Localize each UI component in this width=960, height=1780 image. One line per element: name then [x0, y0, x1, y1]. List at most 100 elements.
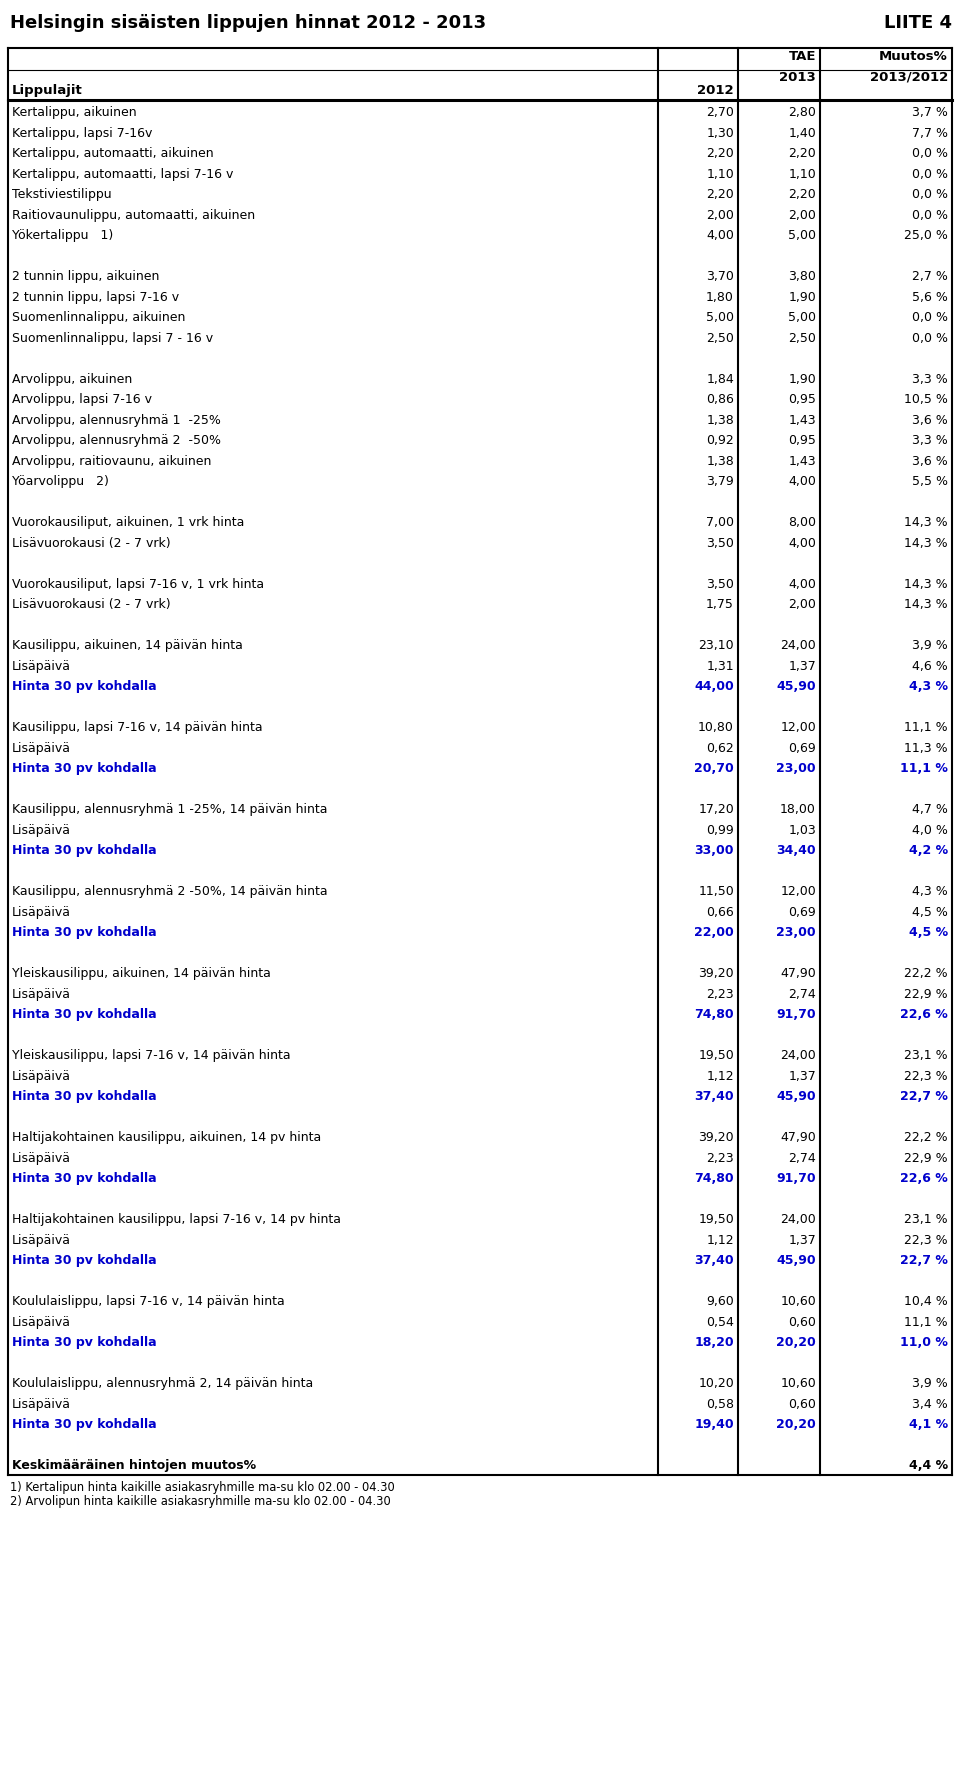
- Text: Koululaislippu, alennusryhmä 2, 14 päivän hinta: Koululaislippu, alennusryhmä 2, 14 päivä…: [12, 1378, 313, 1390]
- Text: 23,1 %: 23,1 %: [904, 1050, 948, 1063]
- Text: 11,1 %: 11,1 %: [904, 1315, 948, 1330]
- Text: 14,3 %: 14,3 %: [904, 538, 948, 550]
- Text: 2,00: 2,00: [707, 208, 734, 222]
- Text: 0,60: 0,60: [788, 1315, 816, 1330]
- Text: Keskimääräinen hintojen muutos%: Keskimääräinen hintojen muutos%: [12, 1460, 256, 1472]
- Text: Hinta 30 pv kohdalla: Hinta 30 pv kohdalla: [12, 926, 156, 940]
- Text: Arvolippu, aikuinen: Arvolippu, aikuinen: [12, 372, 132, 386]
- Text: 0,54: 0,54: [707, 1315, 734, 1330]
- Text: Lisäpäivä: Lisäpäivä: [12, 824, 71, 837]
- Text: 2,80: 2,80: [788, 107, 816, 119]
- Text: Lisäpäivä: Lisäpäivä: [12, 742, 71, 755]
- Text: 8,00: 8,00: [788, 516, 816, 529]
- Text: 22,2 %: 22,2 %: [904, 1132, 948, 1145]
- Text: 1,90: 1,90: [788, 290, 816, 304]
- Text: Hinta 30 pv kohdalla: Hinta 30 pv kohdalla: [12, 1419, 156, 1431]
- Text: 0,69: 0,69: [788, 906, 816, 918]
- Text: 4,5 %: 4,5 %: [912, 906, 948, 918]
- Text: 5,00: 5,00: [706, 312, 734, 324]
- Text: 2,23: 2,23: [707, 988, 734, 1000]
- Text: 3,3 %: 3,3 %: [912, 372, 948, 386]
- Text: 3,6 %: 3,6 %: [912, 415, 948, 427]
- Text: 2 tunnin lippu, aikuinen: 2 tunnin lippu, aikuinen: [12, 271, 159, 283]
- Text: 1,84: 1,84: [707, 372, 734, 386]
- Text: 20,70: 20,70: [694, 762, 734, 776]
- Text: 23,00: 23,00: [777, 926, 816, 940]
- Text: 91,70: 91,70: [777, 1009, 816, 1022]
- Text: Hinta 30 pv kohdalla: Hinta 30 pv kohdalla: [12, 1009, 156, 1022]
- Text: 22,6 %: 22,6 %: [900, 1009, 948, 1022]
- Text: 1,12: 1,12: [707, 1070, 734, 1082]
- Text: 22,7 %: 22,7 %: [900, 1255, 948, 1267]
- Text: 0,0 %: 0,0 %: [912, 312, 948, 324]
- Text: 0,69: 0,69: [788, 742, 816, 755]
- Text: 1,43: 1,43: [788, 415, 816, 427]
- Text: 17,20: 17,20: [698, 803, 734, 817]
- Text: 5,5 %: 5,5 %: [912, 475, 948, 488]
- Text: Kausilippu, aikuinen, 14 päivän hinta: Kausilippu, aikuinen, 14 päivän hinta: [12, 639, 243, 653]
- Text: Vuorokausiliput, lapsi 7-16 v, 1 vrk hinta: Vuorokausiliput, lapsi 7-16 v, 1 vrk hin…: [12, 578, 264, 591]
- Text: 1,37: 1,37: [788, 1070, 816, 1082]
- Text: 4,5 %: 4,5 %: [909, 926, 948, 940]
- Text: Helsingin sisäisten lippujen hinnat 2012 - 2013: Helsingin sisäisten lippujen hinnat 2012…: [10, 14, 486, 32]
- Text: 3,80: 3,80: [788, 271, 816, 283]
- Text: 2,70: 2,70: [707, 107, 734, 119]
- Text: 0,62: 0,62: [707, 742, 734, 755]
- Text: 2,50: 2,50: [788, 331, 816, 345]
- Text: Hinta 30 pv kohdalla: Hinta 30 pv kohdalla: [12, 680, 156, 694]
- Text: 1,40: 1,40: [788, 126, 816, 141]
- Text: 33,00: 33,00: [694, 844, 734, 858]
- Text: 22,9 %: 22,9 %: [904, 988, 948, 1000]
- Text: 10,4 %: 10,4 %: [904, 1296, 948, 1308]
- Text: 11,1 %: 11,1 %: [904, 721, 948, 735]
- Text: 0,60: 0,60: [788, 1397, 816, 1412]
- Text: 5,6 %: 5,6 %: [912, 290, 948, 304]
- Text: Kertalippu, aikuinen: Kertalippu, aikuinen: [12, 107, 136, 119]
- Text: 10,80: 10,80: [698, 721, 734, 735]
- Text: Lippulajit: Lippulajit: [12, 84, 83, 96]
- Text: Hinta 30 pv kohdalla: Hinta 30 pv kohdalla: [12, 762, 156, 776]
- Text: 0,92: 0,92: [707, 434, 734, 447]
- Text: Vuorokausiliput, aikuinen, 1 vrk hinta: Vuorokausiliput, aikuinen, 1 vrk hinta: [12, 516, 245, 529]
- Text: 1,10: 1,10: [707, 167, 734, 182]
- Text: 1,30: 1,30: [707, 126, 734, 141]
- Text: Arvolippu, lapsi 7-16 v: Arvolippu, lapsi 7-16 v: [12, 393, 152, 406]
- Text: Koululaislippu, lapsi 7-16 v, 14 päivän hinta: Koululaislippu, lapsi 7-16 v, 14 päivän …: [12, 1296, 285, 1308]
- Text: 2 tunnin lippu, lapsi 7-16 v: 2 tunnin lippu, lapsi 7-16 v: [12, 290, 180, 304]
- Text: 1,38: 1,38: [707, 456, 734, 468]
- Text: 22,2 %: 22,2 %: [904, 967, 948, 981]
- Text: 0,0 %: 0,0 %: [912, 148, 948, 160]
- Text: 23,00: 23,00: [777, 762, 816, 776]
- Text: Hinta 30 pv kohdalla: Hinta 30 pv kohdalla: [12, 1091, 156, 1104]
- Text: TAE: TAE: [788, 50, 816, 62]
- Text: 22,6 %: 22,6 %: [900, 1173, 948, 1185]
- Text: Lisäpäivä: Lisäpäivä: [12, 1152, 71, 1164]
- Text: Arvolippu, raitiovaunu, aikuinen: Arvolippu, raitiovaunu, aikuinen: [12, 456, 211, 468]
- Text: 1,31: 1,31: [707, 660, 734, 673]
- Text: LIITE 4: LIITE 4: [884, 14, 952, 32]
- Text: Lisäpäivä: Lisäpäivä: [12, 906, 71, 918]
- Text: 5,00: 5,00: [788, 230, 816, 242]
- Text: Lisäpäivä: Lisäpäivä: [12, 660, 71, 673]
- Text: 39,20: 39,20: [698, 967, 734, 981]
- Text: 0,86: 0,86: [707, 393, 734, 406]
- Text: Suomenlinnalippu, lapsi 7 - 16 v: Suomenlinnalippu, lapsi 7 - 16 v: [12, 331, 213, 345]
- Text: 20,20: 20,20: [777, 1337, 816, 1349]
- Text: Hinta 30 pv kohdalla: Hinta 30 pv kohdalla: [12, 1337, 156, 1349]
- Text: Tekstiviestilippu: Tekstiviestilippu: [12, 189, 111, 201]
- Text: 7,00: 7,00: [706, 516, 734, 529]
- Text: Kertalippu, automaatti, aikuinen: Kertalippu, automaatti, aikuinen: [12, 148, 214, 160]
- Text: 11,3 %: 11,3 %: [904, 742, 948, 755]
- Text: 2013/2012: 2013/2012: [870, 71, 948, 84]
- Text: 19,50: 19,50: [698, 1050, 734, 1063]
- Text: 0,95: 0,95: [788, 393, 816, 406]
- Text: 0,58: 0,58: [706, 1397, 734, 1412]
- Text: 3,50: 3,50: [707, 538, 734, 550]
- Text: 11,50: 11,50: [698, 885, 734, 899]
- Text: 4,2 %: 4,2 %: [909, 844, 948, 858]
- Text: 10,60: 10,60: [780, 1296, 816, 1308]
- Text: 10,20: 10,20: [698, 1378, 734, 1390]
- Text: 4,00: 4,00: [788, 538, 816, 550]
- Text: 9,60: 9,60: [707, 1296, 734, 1308]
- Text: 0,0 %: 0,0 %: [912, 189, 948, 201]
